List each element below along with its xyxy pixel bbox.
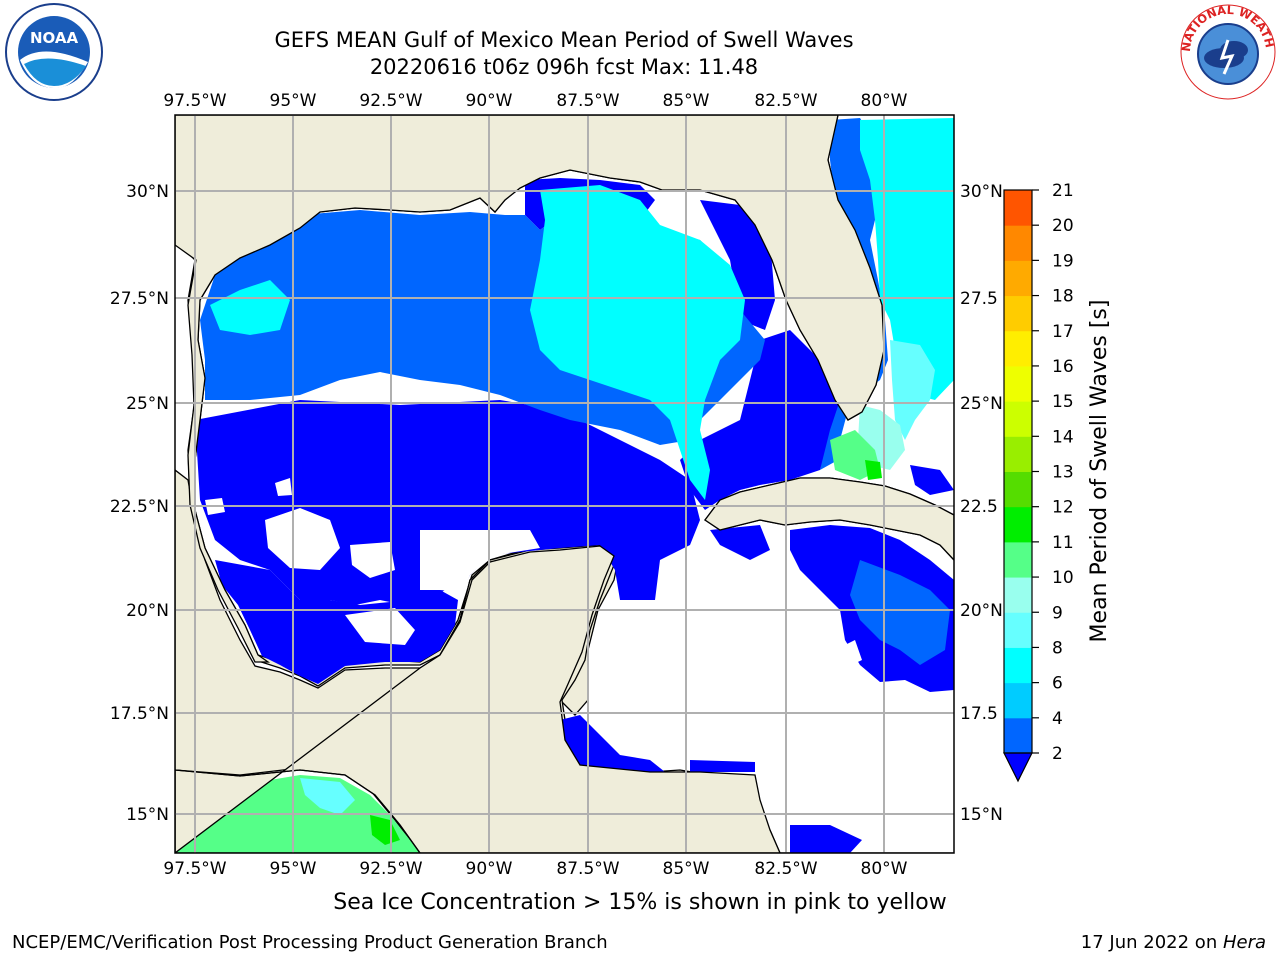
render-date-text: 17 Jun 2022 on [1080,932,1223,953]
colorbar-tick-label: 17 [1052,322,1074,342]
lon-label-top: 85°W [663,91,710,111]
lon-label-bottom: 80°W [861,859,908,879]
lon-label-bottom: 87.5°W [556,859,619,879]
swell-period-field [175,118,954,853]
render-date: 17 Jun 2022 on Hera [1081,932,1266,953]
lon-label-bottom: 85°W [663,859,710,879]
colorbar-cell [1004,401,1032,437]
map-subtitle: 20220616 t06z 096h fcst Max: 11.48 [369,55,759,79]
lon-label-bottom: 90°W [466,859,513,879]
colorbar-cell [1004,260,1032,297]
lon-label-bottom: 82.5°W [754,859,817,879]
sea-ice-note: Sea Ice Concentration > 15% is shown in … [333,890,947,915]
lat-label-right: 15°N [960,805,1003,825]
colorbar-tick-label: 13 [1052,463,1074,483]
lat-label-right: 27.5 [960,289,998,309]
lon-label-top: 80°W [861,91,908,111]
lat-label-right: 20°N [960,601,1003,621]
lon-label-bottom: 97.5°W [163,859,226,879]
render-host: Hera [1222,932,1266,953]
lon-labels-bottom: 97.5°W 95°W 92.5°W 90°W 87.5°W 85°W 82.5… [163,859,907,879]
colorbar-tick-label: 14 [1052,427,1074,447]
colorbar-tick-label: 15 [1052,392,1074,412]
nws-logo-icon: NATIONAL WEATHER SERVICE [1178,2,1277,100]
lon-label-bottom: 95°W [270,859,317,879]
lat-label-right: 30°N [960,182,1003,202]
colorbar-cell [1004,365,1032,402]
lat-label-right: 25°N [960,394,1003,414]
colorbar-tick-label: 18 [1052,287,1074,307]
lat-label-left: 15°N [126,805,169,825]
map-gridlines [175,115,954,853]
colorbar-cell [1004,717,1032,754]
colorbar-cell [1004,471,1032,508]
colorbar-tick-label: 16 [1052,357,1074,377]
colorbar-tick-label: 21 [1052,181,1074,201]
lat-label-right: 22.5 [960,497,998,517]
colorbar-cell [1004,647,1032,684]
lat-label-right: 17.5 [960,704,998,724]
lon-label-top: 90°W [466,91,513,111]
lon-labels-top: 97.5°W 95°W 92.5°W 90°W 87.5°W 85°W 82.5… [163,91,907,111]
colorbar-tick-label: 2 [1052,744,1063,764]
map-title: GEFS MEAN Gulf of Mexico Mean Period of … [274,28,854,52]
colorbar-extend-triangle [1003,752,1033,783]
lon-label-bottom: 92.5°W [359,859,422,879]
svg-text:NOAA: NOAA [30,29,79,47]
lon-label-top: 87.5°W [556,91,619,111]
colorbar-tick-label: 8 [1052,638,1063,658]
colorbar-cell [1004,541,1032,578]
colorbar: 2 4 6 8 9 10 11 12 13 14 15 16 17 18 19 20 21 Mean Perio… [1003,181,1112,783]
map-frame [174,114,955,854]
colorbar-cell [1004,330,1032,367]
colorbar-cell [1004,225,1032,261]
lat-label-left: 30°N [126,182,169,202]
producer-credit: NCEP/EMC/Verification Post Processing Pr… [12,932,608,953]
noaa-logo-icon: NOAA [5,3,103,101]
colorbar-cell [1004,295,1032,332]
lat-label-left: 22.5°N [110,497,169,517]
colorbar-tick-label: 9 [1052,603,1063,623]
colorbar-tick-label: 12 [1052,498,1074,518]
colorbar-cell [1004,682,1032,719]
colorbar-tick-label: 4 [1052,709,1063,729]
lat-label-left: 27.5°N [110,289,169,309]
lon-label-top: 97.5°W [163,91,226,111]
lat-labels-left: 30°N 27.5°N 25°N 22.5°N 20°N 17.5°N 15°N [110,182,169,825]
colorbar-label: Mean Period of Swell Waves [s] [1087,300,1112,643]
lat-label-left: 17.5°N [110,704,169,724]
colorbar-cell [1004,577,1032,613]
colorbar-tick-label: 6 [1052,674,1063,694]
colorbar-tick-label: 10 [1052,568,1074,588]
colorbar-tick-label: 19 [1052,251,1074,271]
lon-label-top: 92.5°W [359,91,422,111]
colorbar-tick-label: 11 [1052,533,1074,553]
colorbar-tick-label: 20 [1052,216,1074,236]
lon-label-top: 82.5°W [754,91,817,111]
colorbar-cell [1004,436,1032,472]
lat-label-left: 25°N [126,394,169,414]
colorbar-cell [1004,612,1032,648]
colorbar-cell [1004,190,1032,226]
lon-label-top: 95°W [270,91,317,111]
colorbar-cell [1004,506,1032,543]
lat-labels-right: 30°N 27.5 25°N 22.5 20°N 17.5 15°N [960,182,1003,825]
lat-label-left: 20°N [126,601,169,621]
